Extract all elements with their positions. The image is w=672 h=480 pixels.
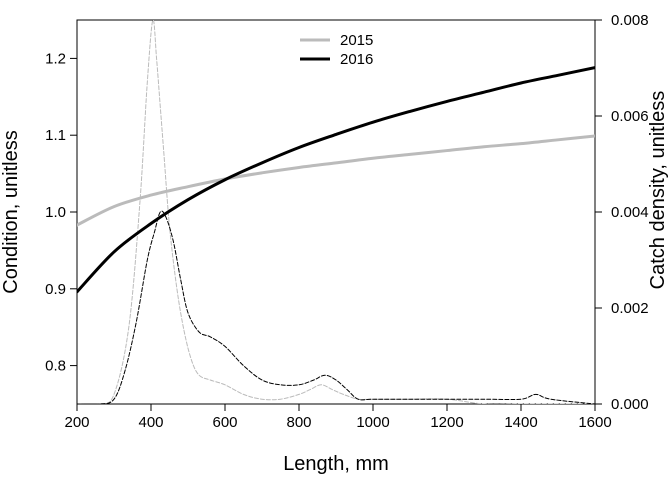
x-tick-label: 600	[212, 414, 237, 431]
y-axis-title: Condition, unitless	[0, 130, 22, 293]
legend-label-2015: 2015	[340, 32, 373, 49]
plot-area	[76, 19, 596, 405]
y2-tick-label: 0.004	[611, 204, 649, 221]
x-tick-label: 1000	[356, 414, 389, 431]
y2-tick-label: 0.008	[611, 12, 649, 29]
y2-tick-label: 0.006	[611, 108, 649, 125]
y-axis-right: 0.000 0.002 0.004 0.006 0.008	[595, 12, 649, 413]
y2-tick-label: 0.000	[611, 396, 649, 413]
condition-line-2015	[77, 134, 595, 227]
y2-axis-title: Catch density, unitless	[647, 91, 669, 290]
x-tick-label: 200	[64, 414, 89, 431]
y-tick-label: 1.0	[45, 204, 66, 221]
x-tick-label: 800	[286, 414, 311, 431]
legend: 2015 2016	[300, 32, 373, 68]
density-curves	[77, 20, 595, 404]
legend-label-2016: 2016	[340, 51, 373, 68]
condition-curves	[77, 66, 595, 294]
condition-line-2016	[77, 66, 595, 294]
y2-tick-label: 0.002	[611, 300, 649, 317]
y-tick-label: 0.9	[45, 281, 66, 298]
x-tick-label: 1600	[578, 414, 611, 431]
density-line-2016	[77, 210, 595, 404]
x-tick-label: 1400	[504, 414, 537, 431]
x-axis-title: Length, mm	[283, 453, 389, 475]
y-axis-left: 0.8 0.9 1.0 1.1 1.2	[45, 50, 77, 375]
y-tick-label: 1.1	[45, 127, 66, 144]
y-tick-label: 0.8	[45, 358, 66, 375]
x-axis: 200 400 600 800 1000 1200 1400 1600	[64, 404, 612, 431]
x-tick-label: 1200	[430, 414, 463, 431]
x-tick-label: 400	[138, 414, 163, 431]
y-tick-label: 1.2	[45, 50, 66, 67]
